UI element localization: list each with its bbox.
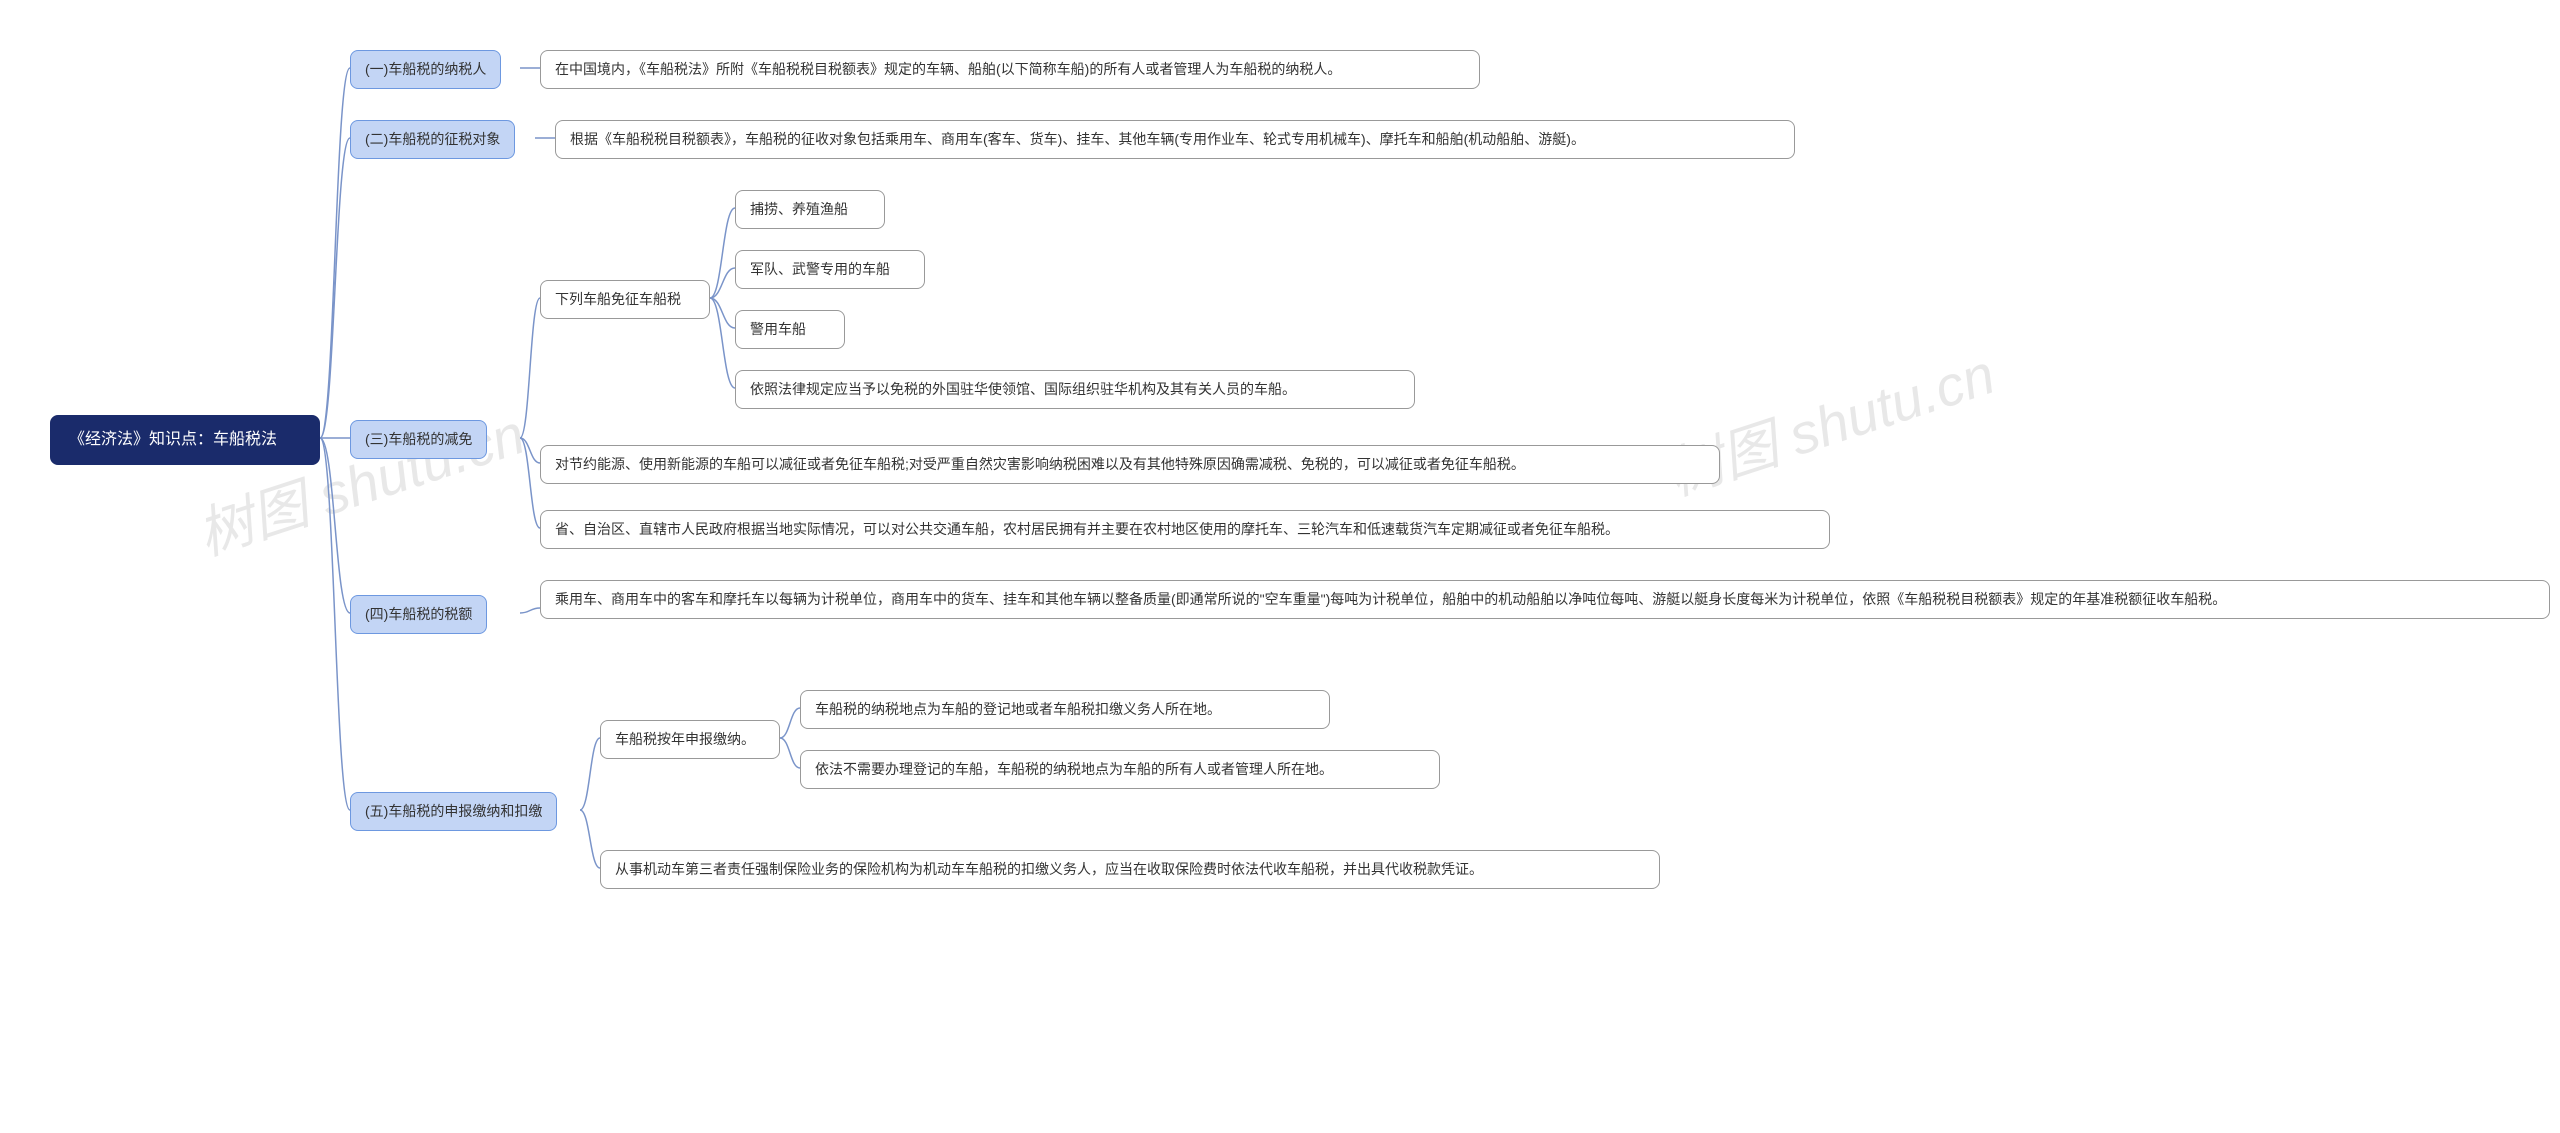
branch-5: (五)车船税的申报缴纳和扣缴	[350, 792, 557, 831]
mindmap-canvas: 树图 shutu.cn 树图 shutu.cn 《经济法》知识点：车船税法 (一…	[0, 0, 2560, 1133]
leaf-node: 车船税的纳税地点为车船的登记地或者车船税扣缴义务人所在地。	[800, 690, 1330, 729]
leaf-label: 根据《车船税税目税额表》，车船税的征收对象包括乘用车、商用车(客车、货车)、挂车…	[570, 129, 1585, 150]
leaf-node: 在中国境内，《车船税法》所附《车船税税目税额表》规定的车辆、船舶(以下简称车船)…	[540, 50, 1480, 89]
leaf-node: 根据《车船税税目税额表》，车船税的征收对象包括乘用车、商用车(客车、货车)、挂车…	[555, 120, 1795, 159]
leaf-label: 在中国境内，《车船税法》所附《车船税税目税额表》规定的车辆、船舶(以下简称车船)…	[555, 59, 1341, 80]
root-node: 《经济法》知识点：车船税法	[50, 415, 320, 465]
leaf-node: 下列车船免征车船税	[540, 280, 710, 319]
branch-label: (二)车船税的征税对象	[365, 129, 500, 150]
leaf-label: 乘用车、商用车中的客车和摩托车以每辆为计税单位，商用车中的货车、挂车和其他车辆以…	[555, 589, 2226, 610]
connector-layer	[0, 0, 2560, 1133]
leaf-node: 乘用车、商用车中的客车和摩托车以每辆为计税单位，商用车中的货车、挂车和其他车辆以…	[540, 580, 2550, 619]
branch-1: (一)车船税的纳税人	[350, 50, 501, 89]
leaf-label: 捕捞、养殖渔船	[750, 199, 848, 220]
leaf-node: 军队、武警专用的车船	[735, 250, 925, 289]
branch-label: (三)车船税的减免	[365, 429, 472, 450]
leaf-node: 警用车船	[735, 310, 845, 349]
watermark: 树图 shutu.cn	[1656, 330, 2004, 512]
leaf-label: 从事机动车第三者责任强制保险业务的保险机构为机动车车船税的扣缴义务人，应当在收取…	[615, 859, 1483, 880]
leaf-label: 下列车船免征车船税	[555, 289, 681, 310]
leaf-label: 依法不需要办理登记的车船，车船税的纳税地点为车船的所有人或者管理人所在地。	[815, 759, 1333, 780]
leaf-node: 依法不需要办理登记的车船，车船税的纳税地点为车船的所有人或者管理人所在地。	[800, 750, 1440, 789]
branch-label: (五)车船税的申报缴纳和扣缴	[365, 801, 542, 822]
leaf-node: 从事机动车第三者责任强制保险业务的保险机构为机动车车船税的扣缴义务人，应当在收取…	[600, 850, 1660, 889]
leaf-node: 对节约能源、使用新能源的车船可以减征或者免征车船税;对受严重自然灾害影响纳税困难…	[540, 445, 1720, 484]
leaf-label: 军队、武警专用的车船	[750, 259, 890, 280]
root-label: 《经济法》知识点：车船税法	[69, 428, 277, 452]
leaf-node: 省、自治区、直辖市人民政府根据当地实际情况，可以对公共交通车船，农村居民拥有并主…	[540, 510, 1830, 549]
branch-label: (四)车船税的税额	[365, 604, 472, 625]
leaf-label: 车船税按年申报缴纳。	[615, 729, 755, 750]
branch-label: (一)车船税的纳税人	[365, 59, 486, 80]
branch-4: (四)车船税的税额	[350, 595, 487, 634]
branch-2: (二)车船税的征税对象	[350, 120, 515, 159]
leaf-label: 车船税的纳税地点为车船的登记地或者车船税扣缴义务人所在地。	[815, 699, 1221, 720]
leaf-node: 依照法律规定应当予以免税的外国驻华使领馆、国际组织驻华机构及其有关人员的车船。	[735, 370, 1415, 409]
branch-3: (三)车船税的减免	[350, 420, 487, 459]
leaf-label: 警用车船	[750, 319, 806, 340]
leaf-label: 依照法律规定应当予以免税的外国驻华使领馆、国际组织驻华机构及其有关人员的车船。	[750, 379, 1296, 400]
leaf-node: 捕捞、养殖渔船	[735, 190, 885, 229]
leaf-label: 省、自治区、直辖市人民政府根据当地实际情况，可以对公共交通车船，农村居民拥有并主…	[555, 519, 1619, 540]
leaf-node: 车船税按年申报缴纳。	[600, 720, 780, 759]
leaf-label: 对节约能源、使用新能源的车船可以减征或者免征车船税;对受严重自然灾害影响纳税困难…	[555, 454, 1525, 475]
